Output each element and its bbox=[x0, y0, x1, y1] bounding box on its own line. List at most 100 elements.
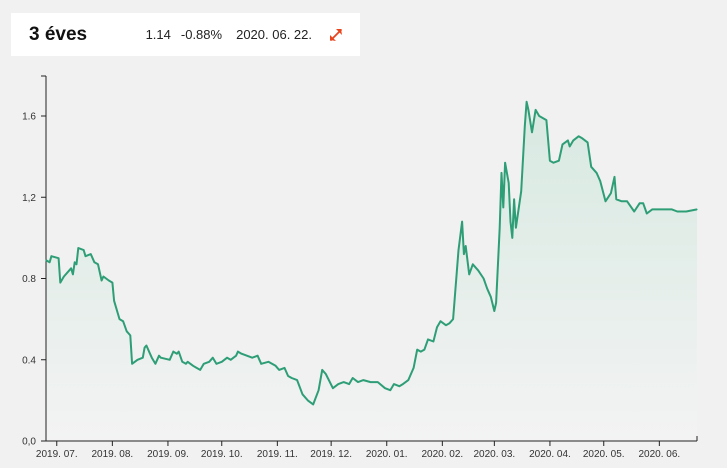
data-point bbox=[101, 279, 103, 282]
data-point bbox=[187, 361, 189, 363]
data-point bbox=[178, 351, 180, 353]
data-point bbox=[362, 379, 364, 381]
data-point bbox=[526, 101, 528, 103]
header-stats: 1.14 -0.88% 2020. 06. 22. bbox=[146, 27, 344, 43]
data-point bbox=[160, 357, 162, 359]
data-point bbox=[275, 365, 277, 367]
data-point bbox=[151, 357, 153, 359]
data-point bbox=[427, 338, 429, 340]
data-point bbox=[646, 212, 648, 215]
data-point bbox=[215, 363, 217, 365]
data-point bbox=[610, 192, 612, 194]
data-point bbox=[260, 363, 262, 365]
data-point bbox=[393, 383, 395, 385]
x-tick-label: 2020. 06. bbox=[638, 449, 680, 460]
data-point bbox=[520, 190, 522, 192]
data-point bbox=[287, 375, 289, 377]
data-point bbox=[658, 208, 660, 210]
data-point bbox=[457, 249, 460, 251]
data-point bbox=[111, 282, 113, 284]
data-point bbox=[445, 324, 447, 326]
x-tick-label: 2019. 07. bbox=[36, 449, 78, 460]
data-point bbox=[545, 119, 548, 121]
data-point bbox=[552, 162, 555, 164]
data-point bbox=[578, 135, 580, 137]
data-point bbox=[199, 369, 201, 371]
data-point bbox=[502, 206, 504, 208]
data-point bbox=[515, 227, 517, 229]
data-point bbox=[185, 363, 187, 365]
data-point bbox=[642, 202, 644, 204]
data-point bbox=[549, 160, 551, 162]
data-point bbox=[483, 277, 485, 280]
data-point bbox=[508, 182, 510, 184]
data-point bbox=[271, 363, 273, 365]
data-point bbox=[113, 300, 115, 302]
data-point bbox=[567, 139, 569, 141]
data-point bbox=[102, 275, 104, 278]
x-tick-label: 2019. 09. bbox=[147, 449, 189, 460]
x-tick-label: 2020. 03. bbox=[473, 449, 515, 460]
data-point bbox=[108, 279, 110, 282]
data-point bbox=[93, 261, 95, 263]
data-point bbox=[154, 363, 156, 365]
data-point bbox=[312, 403, 314, 405]
data-point bbox=[70, 267, 72, 269]
data-point bbox=[452, 318, 454, 320]
data-point bbox=[337, 383, 339, 385]
data-point bbox=[558, 160, 560, 162]
data-point bbox=[439, 320, 442, 322]
data-point bbox=[75, 263, 78, 265]
data-point bbox=[384, 387, 386, 389]
data-point bbox=[513, 198, 515, 200]
data-point bbox=[423, 349, 425, 351]
data-point bbox=[296, 379, 298, 381]
percent-change: -0.88% bbox=[180, 27, 223, 42]
data-point bbox=[581, 137, 583, 139]
data-point bbox=[357, 381, 359, 383]
data-point bbox=[230, 359, 232, 361]
data-point bbox=[377, 381, 379, 383]
data-point bbox=[72, 273, 74, 275]
x-tick-label: 2019. 10. bbox=[201, 449, 243, 460]
data-point bbox=[420, 351, 422, 353]
expand-arrows-icon[interactable] bbox=[328, 27, 344, 43]
data-point bbox=[196, 367, 198, 369]
data-point bbox=[321, 369, 323, 371]
quote-date: 2020. 06. 22. bbox=[236, 27, 312, 42]
data-point bbox=[432, 340, 434, 343]
data-point bbox=[149, 353, 151, 355]
data-point bbox=[596, 172, 598, 174]
data-point bbox=[633, 210, 635, 213]
data-point bbox=[524, 125, 526, 127]
data-point bbox=[477, 269, 479, 271]
data-point bbox=[74, 261, 76, 263]
data-point bbox=[158, 355, 160, 357]
data-point bbox=[499, 227, 501, 229]
data-point bbox=[332, 387, 334, 389]
data-point bbox=[126, 330, 128, 332]
data-point bbox=[599, 180, 601, 182]
series-area bbox=[46, 101, 697, 442]
data-point bbox=[58, 257, 60, 259]
data-point bbox=[509, 221, 512, 223]
x-tick-label: 2019. 12. bbox=[310, 449, 352, 460]
data-point bbox=[696, 208, 698, 210]
data-point bbox=[84, 255, 87, 257]
data-point bbox=[212, 357, 214, 359]
data-point bbox=[226, 357, 228, 359]
x-tick-label: 2020. 02. bbox=[421, 449, 463, 460]
header-card: 3 éves 1.14 -0.88% 2020. 06. 22. bbox=[11, 13, 360, 56]
data-point bbox=[145, 344, 147, 347]
data-point bbox=[203, 363, 205, 365]
data-point bbox=[283, 367, 286, 369]
data-point bbox=[685, 210, 687, 213]
data-point bbox=[181, 361, 183, 363]
data-point bbox=[278, 369, 280, 371]
data-point bbox=[407, 379, 409, 381]
data-point bbox=[45, 259, 47, 261]
data-point bbox=[527, 109, 530, 111]
data-point bbox=[49, 261, 51, 263]
data-point bbox=[436, 326, 438, 328]
data-point bbox=[538, 115, 540, 117]
